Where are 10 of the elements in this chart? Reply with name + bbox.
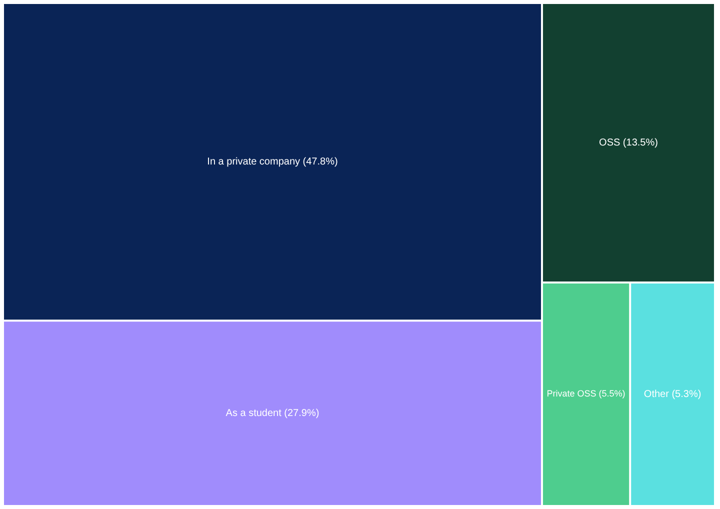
data-label: (47.8%) — [302, 156, 338, 168]
data-label: (5.3%) — [672, 388, 702, 400]
category-label: As a student — [226, 408, 282, 420]
data-label: (27.9%) — [284, 408, 320, 420]
data-label: (13.5%) — [622, 137, 658, 148]
data-label: (5.5%) — [598, 388, 626, 399]
category-label: Other — [644, 388, 670, 400]
category-label: OSS — [599, 137, 620, 148]
category-label: In a private company — [207, 156, 300, 168]
category-label: Private OSS — [546, 388, 596, 399]
